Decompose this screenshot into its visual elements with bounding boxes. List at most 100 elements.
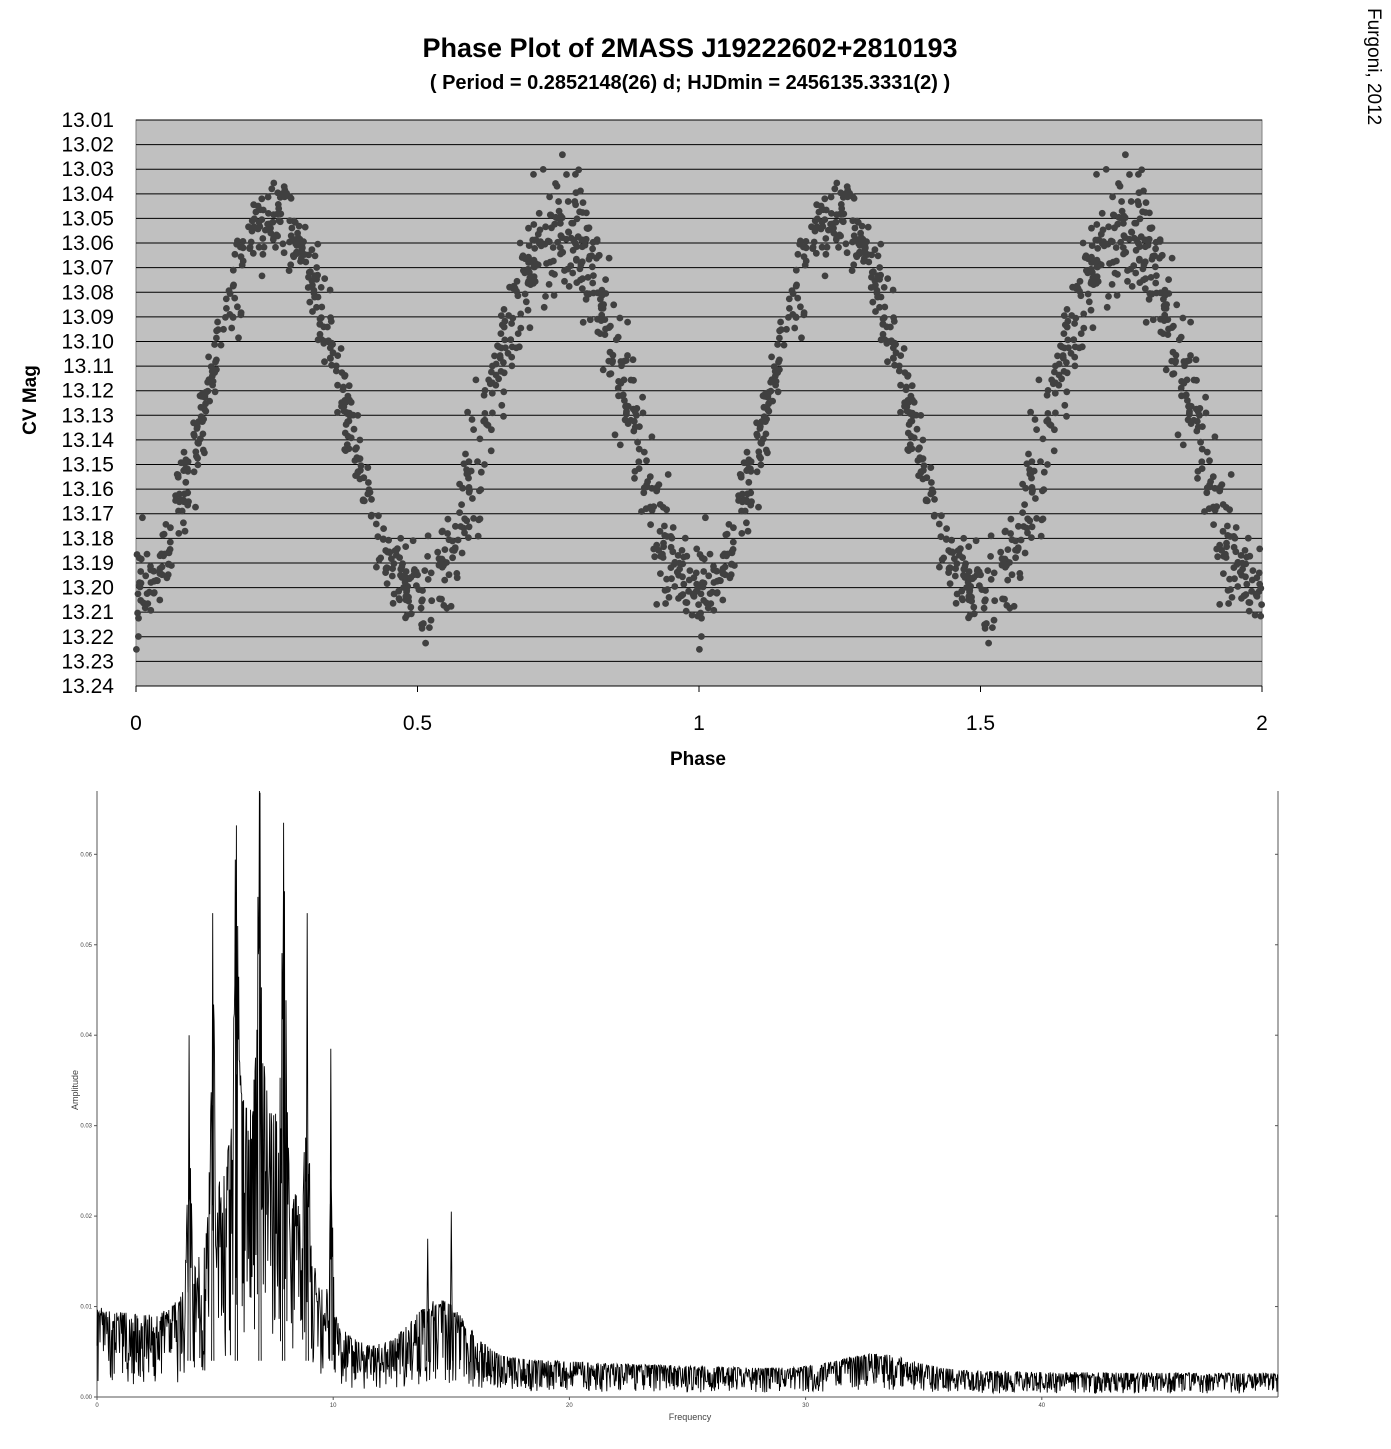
phase-plot-point: [643, 457, 650, 465]
phase-plot-point: [622, 410, 630, 418]
phase-plot-point: [407, 574, 415, 581]
phase-plot-point: [744, 465, 752, 473]
phase-plot-point: [1206, 483, 1214, 491]
phase-plot-y-tick-label: 13.05: [61, 207, 114, 230]
phase-plot-point: [360, 474, 368, 482]
phase-plot-point: [374, 533, 382, 541]
phase-plot-point: [357, 466, 364, 474]
phase-plot-point: [572, 171, 579, 178]
phase-plot-point: [881, 336, 888, 343]
phase-plot-point: [938, 512, 945, 520]
phase-plot-point: [460, 460, 468, 468]
phase-plot-point: [812, 249, 820, 257]
phase-plot-point: [134, 590, 142, 598]
phase-plot-point: [602, 276, 609, 283]
phase-plot-point: [407, 603, 415, 611]
phase-plot-point: [869, 298, 877, 306]
phase-plot-point: [441, 546, 449, 553]
phase-plot-point: [476, 515, 484, 523]
phase-plot-point: [1231, 575, 1238, 583]
phase-plot-point: [696, 551, 704, 558]
phase-plot-point: [1194, 423, 1202, 431]
phase-plot-point: [514, 330, 522, 337]
phase-plot-point: [1094, 245, 1102, 252]
phase-plot-point: [211, 341, 219, 348]
phase-plot-point: [1060, 312, 1068, 319]
phase-plot-point: [1198, 445, 1206, 453]
phase-plot-point: [380, 525, 387, 532]
phase-plot-point: [440, 561, 447, 569]
phase-plot-point: [722, 531, 730, 539]
phase-plot-point: [557, 212, 565, 220]
phase-plot-point: [881, 303, 889, 311]
phase-plot-point: [1210, 521, 1217, 528]
phase-plot-point: [531, 263, 538, 271]
phase-plot-point: [165, 549, 173, 557]
phase-plot-point: [1070, 336, 1078, 344]
phase-plot-point: [952, 565, 959, 572]
phase-plot-point: [398, 563, 406, 570]
phase-plot-point: [755, 448, 763, 456]
phase-plot-point: [1226, 575, 1233, 583]
phase-plot-point: [407, 610, 415, 618]
phase-plot-point: [356, 436, 364, 444]
phase-plot-point: [483, 420, 490, 428]
phase-plot-point: [1142, 209, 1149, 216]
phase-plot-point: [1033, 426, 1040, 433]
phase-plot-x-tick-label: 1.5: [966, 712, 995, 735]
phase-plot-point: [863, 238, 870, 246]
phase-plot-point: [316, 320, 324, 328]
phase-plot-point: [334, 408, 341, 416]
phase-plot-point: [1152, 279, 1160, 287]
phase-plot-point: [802, 238, 810, 245]
phase-plot-point: [507, 336, 515, 344]
phase-plot-point: [813, 201, 821, 209]
phase-plot-point: [543, 260, 550, 267]
phase-plot-point: [476, 435, 484, 443]
phase-plot-point: [694, 612, 702, 620]
phase-plot-point: [223, 305, 230, 312]
phase-plot-point: [1052, 362, 1059, 370]
phase-plot-point: [1111, 224, 1118, 232]
phase-plot-point: [397, 571, 404, 579]
phase-plot-point: [283, 189, 290, 197]
phase-plot-point: [1179, 314, 1187, 322]
phase-plot-point: [250, 201, 258, 209]
phase-plot-point: [1026, 517, 1034, 525]
phase-plot-point: [142, 572, 150, 580]
phase-plot-point: [1226, 506, 1233, 514]
phase-plot-point: [258, 195, 266, 203]
phase-plot-point: [199, 418, 206, 425]
phase-plot-point: [580, 236, 588, 244]
phase-plot-point: [1103, 303, 1111, 311]
phase-plot-point: [861, 249, 869, 257]
phase-plot-point: [1019, 480, 1026, 488]
phase-plot-point: [1059, 352, 1067, 359]
phase-plot-point: [1051, 389, 1059, 397]
phase-plot-point: [492, 381, 500, 389]
phase-plot-y-tick-label: 13.01: [61, 109, 114, 132]
phase-plot-point: [289, 235, 297, 243]
phase-plot-point: [542, 293, 549, 300]
phase-plot-point: [1185, 410, 1193, 418]
phase-plot-point: [222, 314, 229, 321]
phase-plot-point: [274, 201, 282, 208]
spectrum-x-axis-label: Frequency: [669, 1412, 712, 1422]
phase-plot-point: [1060, 330, 1068, 337]
phase-plot-point: [668, 534, 676, 542]
phase-plot-point: [521, 290, 529, 298]
phase-plot-point: [611, 431, 619, 439]
phase-plot-point: [325, 337, 332, 345]
phase-plot-point: [256, 223, 264, 230]
phase-plot-point: [792, 313, 800, 321]
phase-plot-point: [194, 439, 202, 447]
phase-plot-point: [401, 578, 409, 586]
phase-plot-point: [853, 253, 861, 261]
phase-plot-point: [258, 216, 266, 224]
phase-plot-point: [1063, 359, 1070, 366]
phase-plot-point: [316, 330, 324, 338]
phase-plot-point: [1255, 569, 1263, 577]
phase-plot-point: [456, 509, 463, 516]
phase-plot-point: [262, 226, 269, 234]
phase-plot-point: [905, 447, 912, 454]
